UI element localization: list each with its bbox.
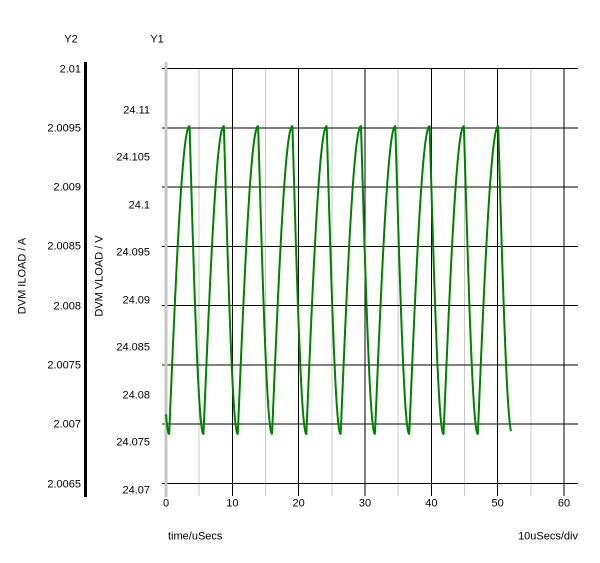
- x-tick-label: 40: [425, 497, 438, 509]
- x-tick-label: 50: [491, 497, 504, 509]
- y2-tick-label: 2.0095: [47, 122, 81, 135]
- x-tick-label: 0: [162, 497, 170, 509]
- y2-tick-label: 2.0065: [47, 478, 81, 490]
- x-scale-label: 10uSecs/div: [518, 530, 578, 543]
- y2-axis-title: Y2: [64, 33, 78, 46]
- vload-waveform[interactable]: [165, 125, 512, 435]
- x-tick-label: 10: [226, 497, 239, 509]
- x-axis-label: time/uSecs: [168, 530, 223, 543]
- y1-tick-label: 24.09: [122, 294, 150, 306]
- y2-tick-label: 2.0085: [47, 240, 81, 253]
- y1-tick-label: 24.085: [116, 341, 150, 354]
- y2-tick-label: 2.007: [53, 418, 81, 431]
- y2-tick-label: 2.01: [59, 63, 81, 75]
- y1-tick-label: 24.07: [122, 484, 150, 496]
- y2-tick-label: 2.0075: [47, 359, 81, 372]
- y2-axis-label: DVM ILOAD / A: [16, 237, 29, 315]
- y1-tick-label: 24.1: [128, 199, 150, 211]
- x-tick-label: 60: [557, 497, 571, 509]
- y1-tick-label: 24.11: [123, 104, 150, 116]
- y2-tick-label: 2.009: [53, 181, 81, 194]
- y1-tick-label: 24.105: [116, 151, 150, 164]
- y1-tick-label: 24.095: [116, 246, 150, 259]
- y1-tick-label: 24.08: [122, 389, 150, 401]
- vload-trace[interactable]: [165, 125, 512, 435]
- y1-axis-label: DVM VLOAD / V: [93, 235, 106, 317]
- y2-tick-label: 2.008: [53, 300, 81, 313]
- y1-tick-label: 24.075: [116, 436, 150, 449]
- x-tick-label: 20: [292, 497, 305, 509]
- y1-axis-title: Y1: [150, 33, 164, 46]
- x-tick-label: 30: [358, 497, 372, 509]
